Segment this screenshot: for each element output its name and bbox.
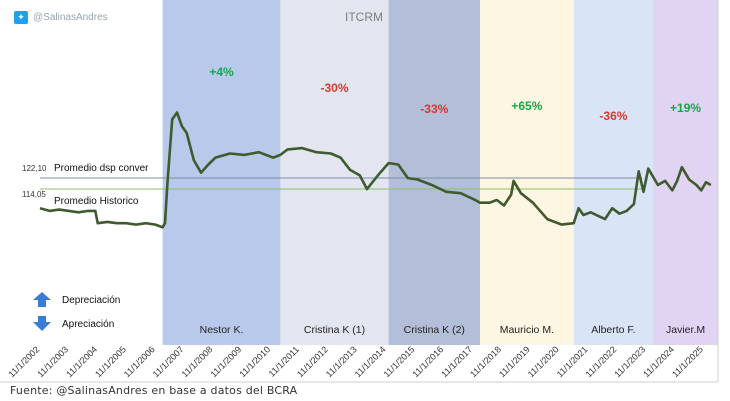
period-name: Cristina K (1) xyxy=(304,324,365,336)
period-name: Nestor K. xyxy=(200,324,244,336)
twitter-icon: ✦ xyxy=(14,11,28,24)
chart-title: ITCRM xyxy=(345,10,383,24)
x-tick-label: 11/1/2010 xyxy=(237,344,272,379)
author-handle: ✦ @SalinasAndres xyxy=(14,11,108,24)
period-band xyxy=(573,0,654,345)
period-name: Javier.M xyxy=(666,324,705,336)
period-change: +19% xyxy=(670,101,701,115)
legend-label-up: Depreciación xyxy=(62,295,120,306)
period-change: -30% xyxy=(321,81,349,95)
legend-label-down: Apreciación xyxy=(62,319,114,330)
period-band xyxy=(280,0,389,345)
reference-value: 122,10 xyxy=(22,164,47,173)
reference-value: 114,05 xyxy=(22,190,46,199)
period-name: Alberto F. xyxy=(591,324,635,336)
reference-label: Promedio Historico xyxy=(54,196,139,207)
period-change: +65% xyxy=(511,99,542,113)
period-change: -33% xyxy=(420,102,448,116)
period-name: Cristina K (2) xyxy=(404,324,465,336)
source-note: Fuente: @SalinasAndres en base a datos d… xyxy=(10,384,298,397)
period-band xyxy=(479,0,574,345)
handle-text: @SalinasAndres xyxy=(33,12,108,23)
x-tick-label: 11/1/2025 xyxy=(670,344,705,379)
period-change: +4% xyxy=(209,65,234,79)
arrow-down-icon xyxy=(33,316,51,331)
period-change: -36% xyxy=(599,109,627,123)
itcrm-series-line xyxy=(39,111,712,229)
period-band xyxy=(162,0,281,345)
period-name: Mauricio M. xyxy=(500,324,554,336)
reference-label: Promedio dsp conver xyxy=(54,163,149,174)
arrow-up-icon xyxy=(33,292,51,307)
